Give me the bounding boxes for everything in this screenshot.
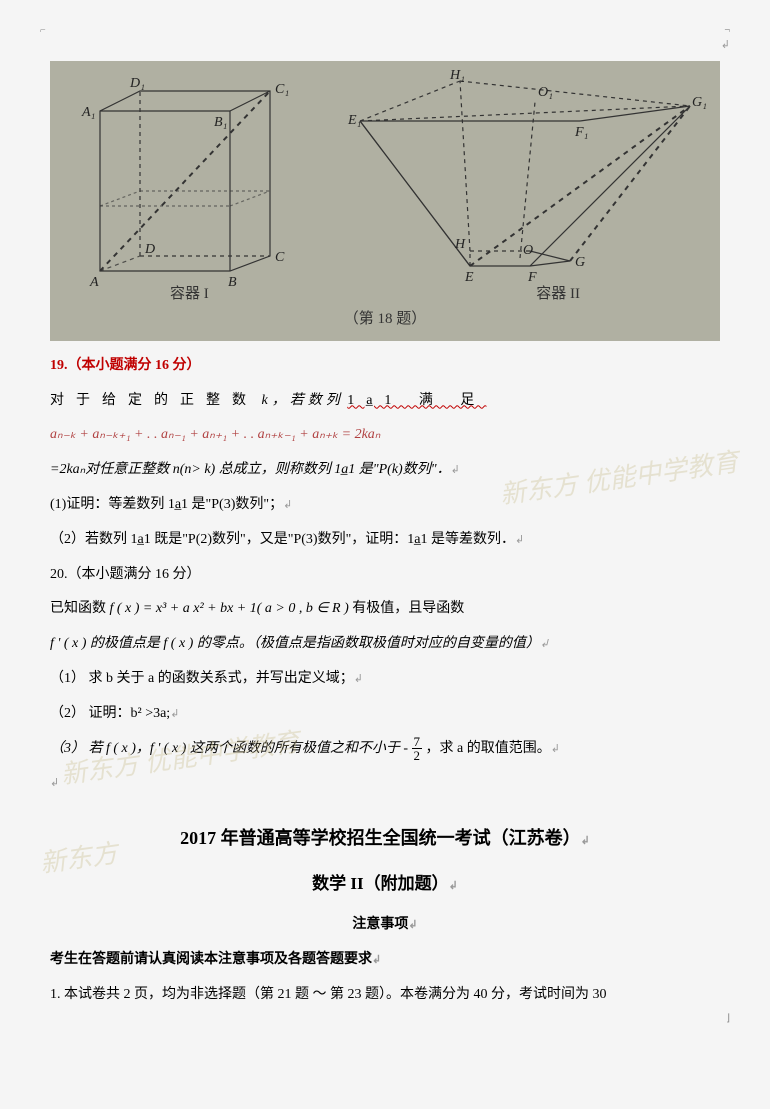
vertex-C1: C₁ — [275, 82, 289, 97]
q19-part2: （2）若数列 1a̲1 既是"P(2)数列"，又是"P(3)数列"，证明：1a̲… — [50, 525, 720, 556]
figure-label-1: 容器 I — [170, 278, 209, 311]
vertex-E1: E₁ — [347, 113, 361, 128]
vertex-H: H — [454, 237, 466, 252]
section2-item1: 1. 本试卷共 2 页，均为非选择题（第 21 题 ～ 第 23 题）。本卷满分… — [50, 980, 720, 1011]
q19-line1-c: 1a̲1 满 足 — [347, 393, 486, 408]
vertex-B1: B₁ — [214, 115, 227, 130]
section2-notice: 注意事项↲ — [50, 910, 720, 941]
vertex-F1: F₁ — [574, 125, 588, 140]
vertex-D: D — [144, 242, 155, 257]
vertex-H1: H₁ — [449, 68, 465, 83]
corner-mark-br: ⌋ — [726, 1008, 730, 1030]
q20-part3: （3） 若 f ( x )，f ' ( x ) 这两个函数的所有极值之和不小于 … — [50, 734, 720, 765]
corner-mark-tr: ¬ — [724, 20, 730, 42]
q19-formula: aₙ₋ₖ + aₙ₋ₖ₊₁ + . . aₙ₋₁ + aₙ₊₁ + . . aₙ… — [50, 420, 720, 451]
q20-line2: f ' ( x ) 的极值点是 f ( x ) 的零点。（极值点是指函数取极值时… — [50, 629, 720, 660]
q19-line1: 对于给定的正整数 k，若数列 1a̲1 满 足 — [50, 386, 720, 417]
frustum-diagram: E F G H E₁ F₁ G₁ H₁ O₁ O — [340, 66, 710, 296]
q19-part1: (1)证明：等差数列 1a̲1 是"P(3)数列"；↲ — [50, 490, 720, 521]
section2-bold-instruction: 考生在答题前请认真阅读本注意事项及各题答题要求↲ — [50, 945, 720, 976]
figure-label-2: 容器 II — [536, 278, 580, 311]
vertex-O: O — [523, 243, 533, 258]
q20-line1: 已知函数 f ( x ) = x³ + a x² + bx + 1( a > 0… — [50, 594, 720, 625]
vertex-B: B — [228, 275, 237, 290]
figure-photo-q18: A B C D A₁ B₁ C₁ D₁ — [50, 61, 720, 341]
fraction-7-2: 72 — [412, 735, 423, 762]
corner-mark-tl: ⌐ — [40, 20, 46, 42]
q19-line2: =2kaₙ对任意正整数 n(n> k) 总成立，则称数列 1a̲1 是"P(k)… — [50, 455, 720, 486]
section2-main-title: 2017 年普通高等学校招生全国统一考试（江苏卷）↲ — [50, 819, 720, 859]
vertex-G1: G₁ — [692, 95, 707, 110]
vertex-G: G — [575, 255, 585, 270]
vertex-E: E — [464, 270, 474, 285]
vertex-A: A — [89, 275, 99, 290]
q19-line1-b: k，若数列 — [262, 393, 344, 408]
q20-part2: （2） 证明：b² >3a;↲ — [50, 699, 720, 730]
q19-header: 19.（本小题满分 16 分） — [50, 351, 720, 382]
q20-header: 20.（本小题满分 16 分） — [50, 560, 720, 591]
q20-part1: （1） 求 b 关于 a 的函数关系式，并写出定义域；↲ — [50, 664, 720, 695]
cuboid-diagram: A B C D A₁ B₁ C₁ D₁ — [70, 71, 310, 301]
vertex-C: C — [275, 250, 285, 265]
vertex-D1: D₁ — [129, 76, 145, 91]
q19-line1-a: 对于给定的正整数 — [50, 393, 258, 408]
vertex-O1: O₁ — [538, 85, 553, 100]
figure-question-ref: （第 18 题） — [344, 303, 427, 336]
vertex-A1: A₁ — [81, 105, 95, 120]
section2-sub-title: 数学 II（附加题）↲ — [50, 865, 720, 902]
blank-para-mark: ↲ — [50, 777, 59, 789]
